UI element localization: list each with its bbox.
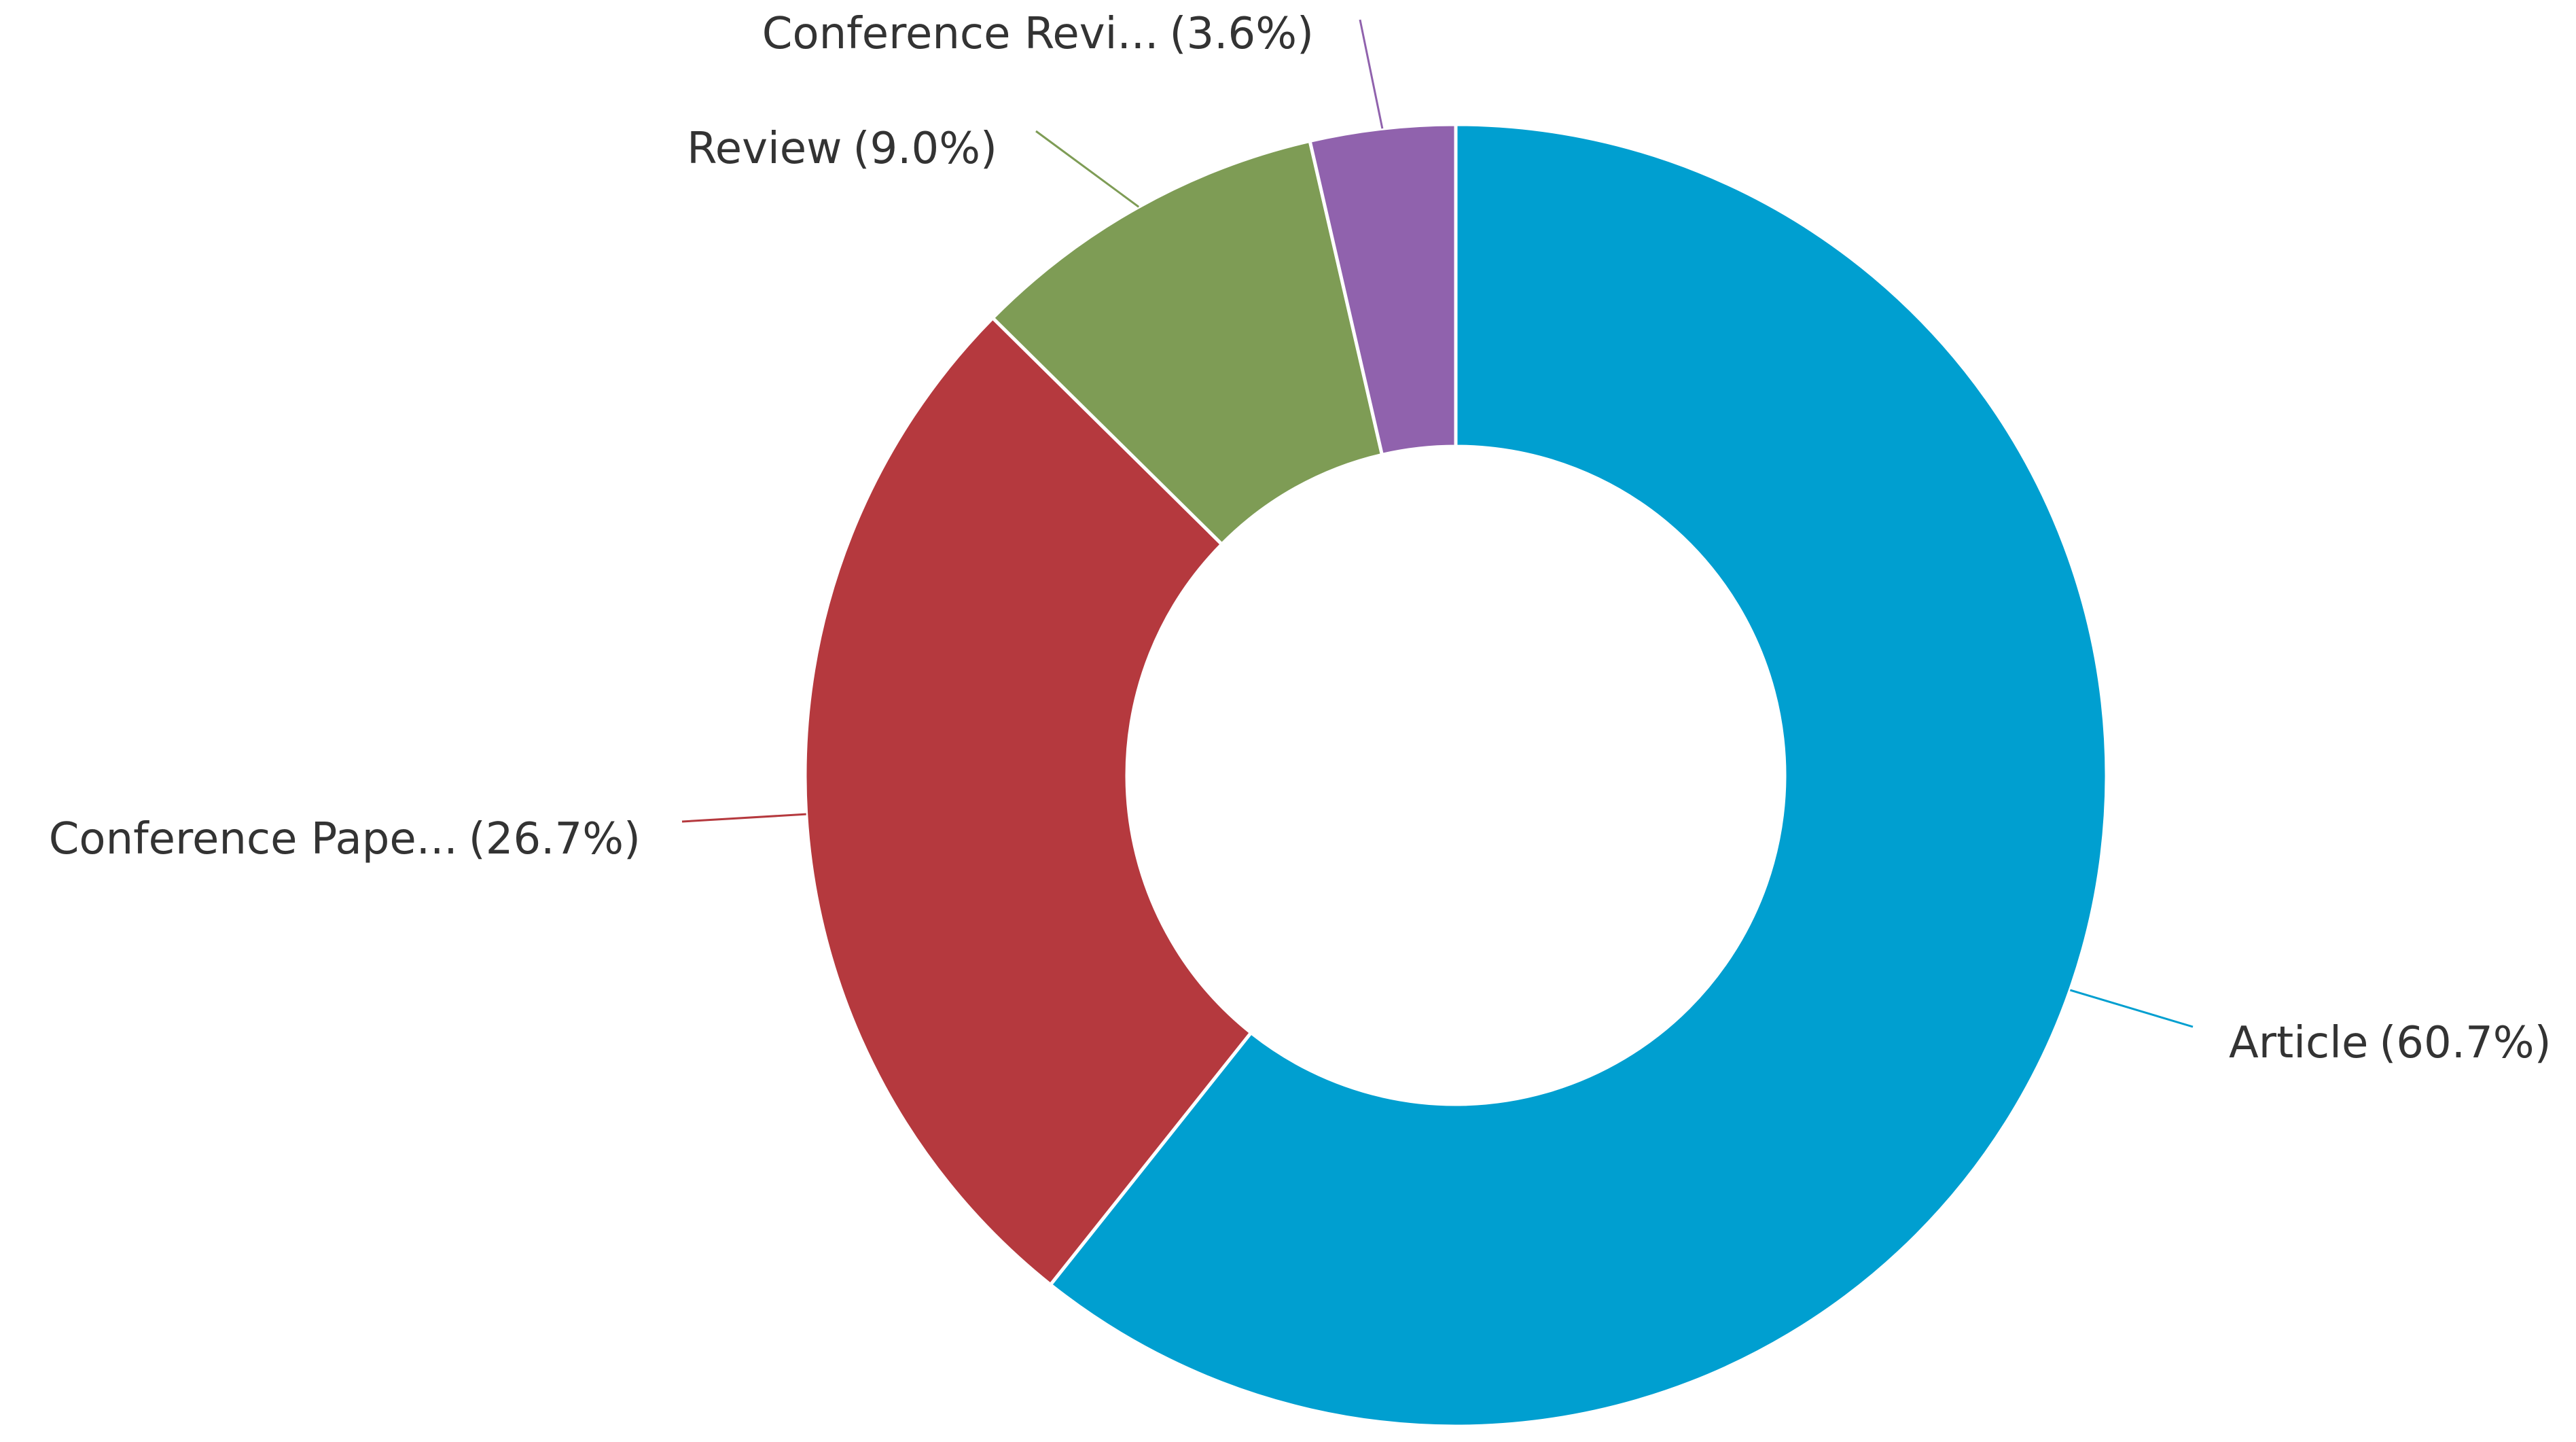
- slice-name: Conference Revi...: [762, 9, 1159, 59]
- slice-label: Article (60.7%): [2229, 1018, 2552, 1068]
- leader-line: [1035, 130, 1140, 208]
- leader-line: [681, 813, 806, 823]
- slice-value: (26.7%): [469, 814, 641, 864]
- slice-name: Article: [2229, 1018, 2368, 1068]
- slice-name: Conference Pape...: [49, 814, 458, 864]
- slice-label: Conference Pape... (26.7%): [49, 814, 641, 864]
- slice-value: (9.0%): [853, 124, 997, 174]
- donut-segment: [1308, 122, 1458, 457]
- slice-value: (3.6%): [1169, 9, 1314, 59]
- donut-segment: [1048, 122, 2109, 1428]
- slice-label: Review (9.0%): [687, 124, 997, 174]
- donut-segment: [990, 139, 1384, 547]
- slice-value: (60.7%): [2379, 1018, 2551, 1068]
- slice-name: Review: [687, 124, 842, 174]
- slice-label: Conference Revi... (3.6%): [762, 9, 1314, 59]
- leader-line: [2069, 989, 2194, 1028]
- donut-segment: [803, 315, 1254, 1288]
- leader-line: [1359, 19, 1384, 129]
